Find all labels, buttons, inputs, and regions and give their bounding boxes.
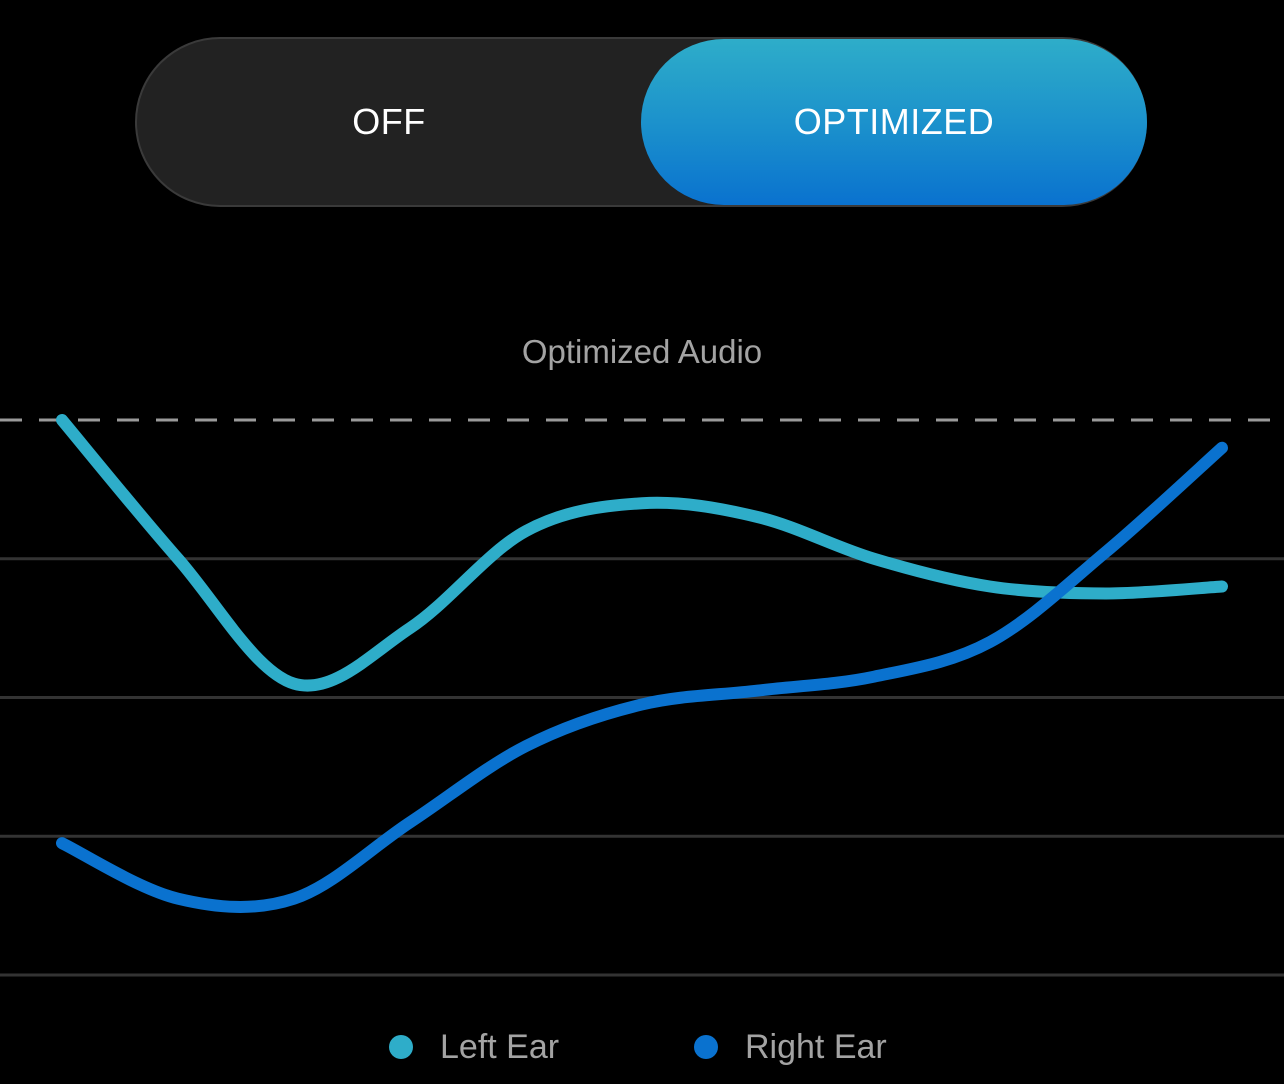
legend-dot-right-ear <box>694 1035 718 1059</box>
legend-label-right-ear: Right Ear <box>745 1027 887 1066</box>
legend-item-right-ear: Right Ear <box>694 1022 887 1072</box>
audio-mode-toggle[interactable]: OFF OPTIMIZED <box>135 37 1147 207</box>
toggle-off-option[interactable]: OFF <box>137 39 641 205</box>
legend-label-left-ear: Left Ear <box>440 1027 560 1066</box>
series-line-right-ear <box>56 441 1228 913</box>
legend-item-left-ear: Left Ear <box>389 1022 559 1072</box>
toggle-optimized-option[interactable]: OPTIMIZED <box>641 39 1147 205</box>
toggle-off-label: OFF <box>352 101 426 142</box>
legend-dot-left-ear <box>389 1035 413 1059</box>
series-line-left-ear <box>56 414 1228 692</box>
toggle-optimized-label: OPTIMIZED <box>793 101 995 142</box>
chart-title: Optimized Audio <box>521 333 763 370</box>
